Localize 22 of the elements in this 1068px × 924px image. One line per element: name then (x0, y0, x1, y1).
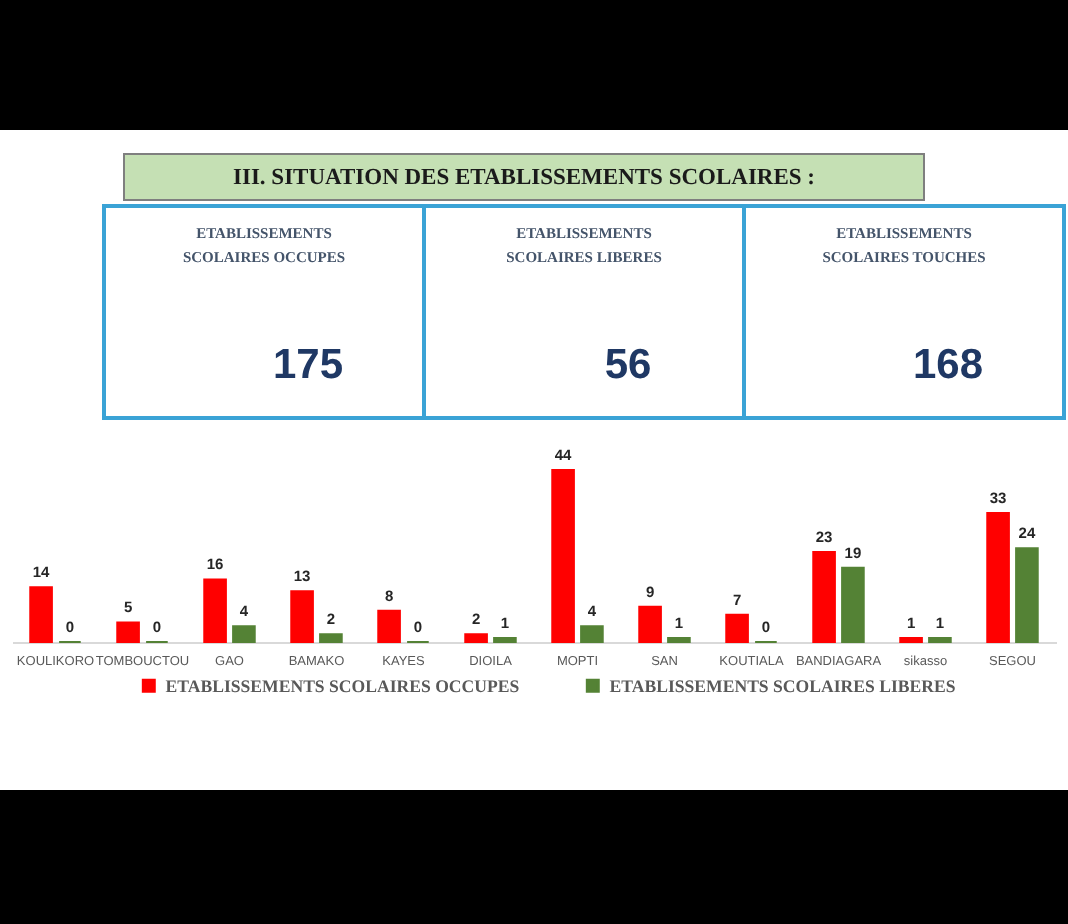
bar (464, 633, 488, 643)
bar (551, 469, 575, 643)
legend-label: ETABLISSEMENTS SCOLAIRES OCCUPES (165, 675, 520, 696)
text: III. SITUATION DES ETABLISSEMENTS SCOLAIRES : (232, 166, 816, 190)
bar (203, 578, 227, 643)
bar (29, 586, 53, 643)
bar (377, 609, 401, 643)
bar (319, 633, 343, 643)
legend-label: ETABLISSEMENTS SCOLAIRES LIBERES (609, 675, 956, 696)
bar (116, 621, 140, 643)
bar (1015, 547, 1039, 643)
data-label: 168 (912, 342, 984, 388)
bar (232, 625, 256, 643)
data-label: 56 (604, 342, 652, 388)
bar (812, 551, 836, 643)
bar (986, 512, 1010, 643)
bar (580, 625, 604, 643)
bar (725, 613, 749, 643)
data-label: 175 (272, 342, 344, 388)
bar (638, 605, 662, 643)
bar (290, 590, 314, 643)
bar (841, 566, 865, 643)
